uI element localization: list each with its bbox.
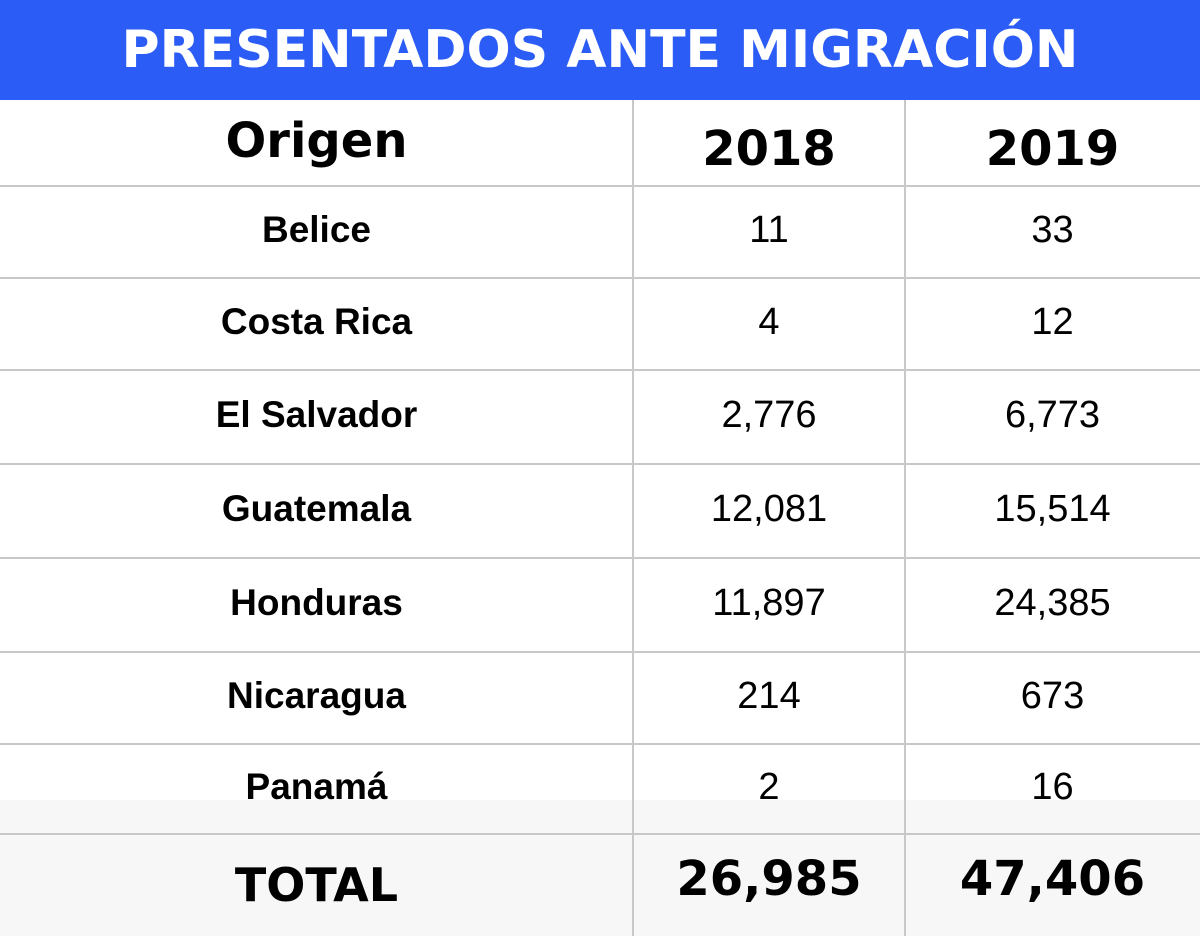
cell-origin: El Salvador [215, 394, 418, 435]
cell-2018: 214 [737, 674, 801, 717]
cell-2019: 673 [1020, 674, 1085, 717]
row-divider [0, 833, 1200, 835]
cell-2018: 2,776 [721, 393, 817, 436]
column-divider [904, 100, 906, 936]
table-title: PRESENTADOS ANTE MIGRACIÓN [121, 20, 1079, 80]
header-2019: 2019 [985, 121, 1120, 177]
cell-origin: Guatemala [221, 488, 412, 529]
cell-origin: Belice [261, 209, 371, 250]
header-2018: 2018 [702, 121, 836, 177]
cell-2018: 4 [758, 300, 780, 343]
cell-origin: Panamá [245, 766, 388, 807]
title-bar: PRESENTADOS ANTE MIGRACIÓN [0, 0, 1200, 100]
cell-2019: 16 [1031, 765, 1074, 808]
total-2018: 26,985 [676, 851, 862, 907]
total-2019: 47,406 [959, 851, 1146, 907]
row-divider [0, 277, 1200, 279]
cell-2018: 2 [758, 765, 780, 808]
cell-origin: Costa Rica [220, 301, 413, 342]
cell-origin: Nicaragua [227, 675, 406, 716]
cell-2018: 11,897 [712, 581, 826, 624]
cell-2019: 33 [1031, 208, 1074, 251]
data-table: Origen 2018 2019 Belice 11 33 Costa Rica 4 12 El … [0, 100, 1200, 936]
row-divider [0, 743, 1200, 745]
row-divider [0, 185, 1200, 187]
header-origen: Origen [225, 113, 408, 169]
row-divider [0, 651, 1200, 653]
cell-2018: 12,081 [710, 487, 828, 530]
cell-2019: 6,773 [1004, 393, 1101, 436]
total-label: TOTAL [234, 858, 399, 912]
total-row-background [0, 800, 1200, 936]
row-divider [0, 557, 1200, 559]
cell-2019: 24,385 [994, 581, 1111, 624]
column-divider [632, 100, 634, 936]
cell-2019: 15,514 [994, 487, 1111, 530]
cell-origin: Honduras [230, 582, 403, 623]
cell-2018: 11 [749, 208, 789, 251]
row-divider [0, 463, 1200, 465]
cell-2019: 12 [1031, 300, 1074, 343]
row-divider [0, 369, 1200, 371]
